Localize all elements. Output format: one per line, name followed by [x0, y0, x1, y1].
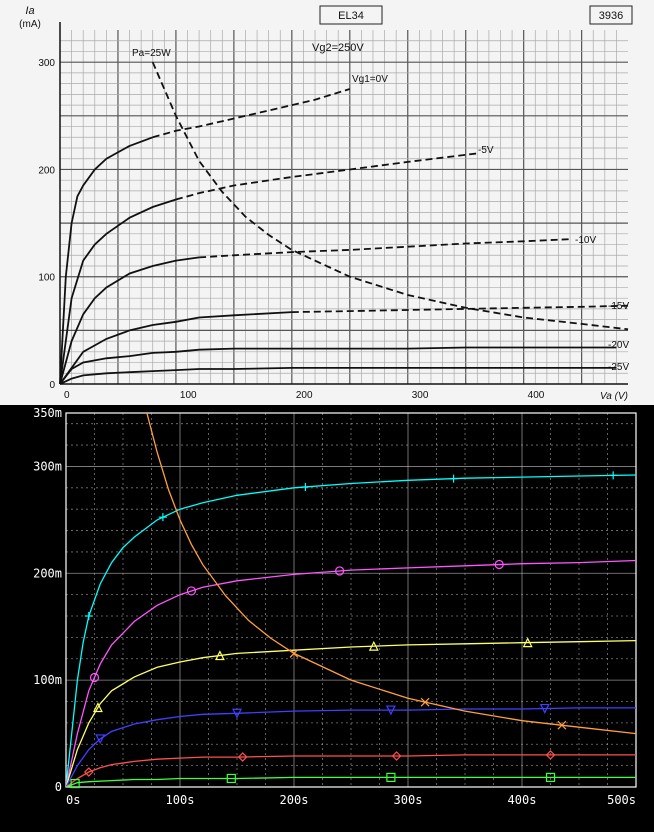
series-marker-6	[420, 697, 430, 707]
series-marker-6	[557, 720, 567, 730]
series-label-minus15: -15V	[608, 301, 629, 312]
series-marker-4	[83, 767, 94, 777]
series-marker-2	[92, 702, 103, 713]
datasheet-chart: 0 100 200 300 400 0 100 200 300 Ia (mA) EL34 393…	[0, 0, 654, 405]
series-line-6	[146, 413, 636, 735]
plot-frame	[65, 412, 637, 788]
bottom-axes	[65, 412, 637, 788]
sheet-number-box: 3936	[589, 5, 633, 25]
y-tick-label: 100	[38, 273, 55, 284]
y-tick-label: 300m	[33, 459, 62, 473]
top-series-group	[59, 61, 629, 385]
bottom-markers	[70, 471, 618, 789]
series-line-4	[59, 346, 617, 385]
series-marker-0	[158, 513, 167, 522]
simulation-chart: 0s 100s 200s 300s 400s 500s 0 100m 200m 300m 350m	[0, 405, 654, 832]
y-tick-label: 300	[38, 58, 55, 69]
y-tick-label: 200	[38, 165, 55, 176]
series-label-minus5: -5V	[478, 145, 494, 156]
series-line-3	[66, 707, 636, 787]
series-marker-3	[232, 708, 242, 719]
y-tick-label: 0	[49, 380, 55, 391]
x-tick-label: 500s	[607, 793, 636, 807]
pmax-label: Pa=25W	[132, 48, 171, 59]
series-marker-1	[335, 566, 345, 576]
series-marker-0	[301, 482, 310, 491]
series-marker-1	[494, 559, 504, 570]
x-tick-label: 0	[64, 390, 70, 401]
x-tick-label: 300	[412, 390, 429, 401]
y-tick-label: 100m	[33, 673, 62, 687]
x-tick-label: 300s	[394, 793, 423, 807]
series-line-1	[59, 198, 177, 385]
series-marker-5	[545, 772, 556, 782]
series-marker-0	[449, 474, 458, 483]
series-line-ext-1	[175, 152, 478, 201]
series-line-4	[66, 754, 636, 787]
x-tick-label: 200s	[280, 793, 309, 807]
series-marker-3	[539, 703, 550, 714]
series-line-2	[66, 639, 636, 787]
x-tick-label: 100	[180, 390, 197, 401]
x-tick-label: 100s	[166, 793, 195, 807]
series-marker-5	[386, 772, 396, 782]
top-tick-labels: 0 100 200 300 400 0 100 200 300	[38, 58, 544, 401]
x-tick-label: 0s	[66, 793, 80, 807]
series-line-ext-2	[199, 238, 571, 259]
series-marker-4	[237, 752, 248, 762]
series-label-vg0: Vg1=0V	[352, 74, 388, 85]
series-line-5	[59, 366, 617, 385]
top-axes	[59, 22, 628, 385]
series-marker-2	[522, 637, 533, 648]
y-tick-label: 200m	[33, 566, 62, 580]
x-tick-label: 200	[296, 390, 313, 401]
series-marker-4	[391, 751, 402, 761]
series-label-minus20: -20V	[608, 340, 629, 351]
series-line-ext-3	[291, 304, 629, 313]
series-line-ext-0	[152, 88, 351, 139]
top-gridlines	[60, 30, 628, 384]
sheet-number: 3936	[599, 10, 623, 22]
series-line-5	[66, 776, 636, 787]
series-label-minus25: -25V	[608, 362, 629, 373]
series-line-2	[59, 256, 200, 385]
series-line-1	[66, 559, 636, 787]
series-line-3	[59, 311, 292, 385]
xlabel: Va (V)	[600, 391, 628, 402]
series-line-0	[59, 136, 154, 385]
series-line-0	[66, 474, 636, 787]
bottom-tick-labels: 0s 100s 200s 300s 400s 500s 0 100m 200m 300m 350m	[33, 406, 636, 807]
chart-title: EL34	[338, 10, 364, 22]
series-label-minus10: -10V	[575, 235, 596, 246]
series-marker-6	[289, 649, 299, 658]
series-marker-3	[385, 705, 396, 716]
series-marker-0	[84, 612, 93, 621]
series-marker-1	[89, 672, 100, 683]
vg2-label: Vg2=250V	[312, 42, 364, 54]
series-marker-1	[186, 586, 196, 596]
series-marker-2	[368, 640, 379, 651]
series-marker-3	[95, 734, 106, 745]
series-marker-2	[214, 650, 225, 661]
series-marker-5	[70, 778, 80, 789]
series-marker-5	[226, 773, 236, 784]
y-tick-label: 350m	[33, 406, 62, 420]
series-marker-0	[609, 471, 618, 480]
ylabel-unit: (mA)	[19, 19, 41, 30]
series-line-6	[151, 61, 629, 331]
x-tick-label: 400	[528, 390, 545, 401]
series-marker-4	[545, 750, 556, 760]
y-tick-label: 0	[55, 780, 62, 794]
x-tick-label: 400s	[508, 793, 537, 807]
ylabel-symbol: Ia	[25, 5, 34, 17]
bottom-gridlines	[66, 413, 636, 787]
title-box: EL34	[319, 5, 383, 25]
